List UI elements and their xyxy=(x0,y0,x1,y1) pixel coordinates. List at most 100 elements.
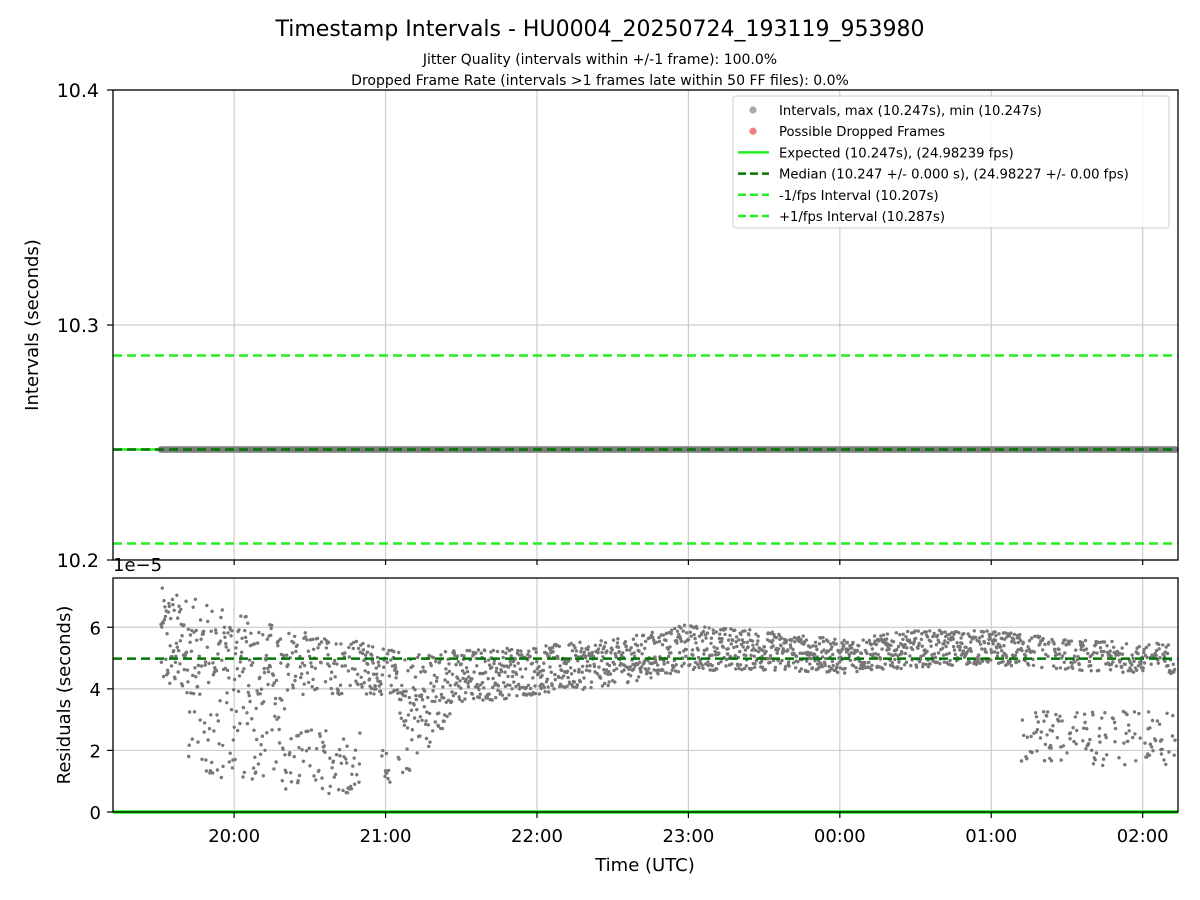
residual-point xyxy=(475,664,479,668)
residual-point xyxy=(277,715,281,720)
residual-point xyxy=(1098,646,1103,650)
residual-point xyxy=(187,710,192,714)
residual-point xyxy=(899,666,903,671)
legend-item: Expected (10.247s), (24.98239 fps) xyxy=(738,146,1014,161)
residual-point xyxy=(290,651,295,655)
residual-point xyxy=(487,692,491,696)
residual-point xyxy=(809,657,813,661)
residual-point xyxy=(1150,718,1155,723)
residual-point xyxy=(180,684,185,688)
residual-point xyxy=(1171,713,1175,718)
residual-point xyxy=(464,691,468,695)
residual-point xyxy=(1124,731,1128,736)
residual-point xyxy=(470,692,475,696)
residual-point xyxy=(374,666,378,670)
residual-point xyxy=(381,647,385,651)
residual-point xyxy=(1072,654,1077,658)
residual-point xyxy=(716,661,721,666)
residual-point xyxy=(651,635,655,640)
residual-point xyxy=(334,753,339,757)
residual-point xyxy=(184,599,188,603)
residual-point xyxy=(445,714,449,719)
residual-point xyxy=(381,748,385,753)
residual-point xyxy=(1147,643,1151,647)
residual-point xyxy=(475,682,479,687)
residual-point xyxy=(1036,720,1041,724)
residual-point xyxy=(738,663,743,667)
residual-point xyxy=(315,747,319,751)
residual-point xyxy=(744,653,748,658)
residual-point xyxy=(729,642,733,646)
residual-point xyxy=(1122,741,1126,745)
residual-point xyxy=(1093,758,1097,762)
residual-point xyxy=(711,631,716,635)
residual-point xyxy=(440,726,445,731)
residual-point xyxy=(797,635,801,640)
residual-point xyxy=(1045,710,1050,714)
residual-point xyxy=(168,681,172,685)
residual-point xyxy=(229,634,233,638)
residual-point xyxy=(782,649,786,654)
residual-point xyxy=(380,673,385,677)
residual-point xyxy=(1086,651,1090,656)
residual-point xyxy=(162,599,166,603)
residual-point xyxy=(431,729,435,733)
residual-point xyxy=(749,653,753,657)
residual-point xyxy=(178,639,183,643)
residual-point xyxy=(1095,651,1099,655)
residual-point xyxy=(508,683,512,687)
residual-point xyxy=(1125,712,1129,717)
residual-point xyxy=(652,668,656,672)
residual-point xyxy=(487,658,491,662)
legend-label: Expected (10.247s), (24.98239 fps) xyxy=(779,146,1014,161)
x-tick-label: 21:00 xyxy=(360,826,412,847)
residual-point xyxy=(231,738,235,742)
residual-point xyxy=(165,668,170,672)
residual-point xyxy=(673,626,677,631)
residual-point xyxy=(919,637,924,642)
residual-point xyxy=(534,647,538,651)
residual-point xyxy=(297,773,302,778)
residual-point xyxy=(793,640,797,644)
residual-point xyxy=(754,632,758,636)
residual-point xyxy=(642,659,647,663)
residual-point xyxy=(534,650,538,654)
residual-point xyxy=(574,649,579,653)
residual-point xyxy=(762,645,767,649)
residual-point xyxy=(1033,634,1037,638)
residual-point xyxy=(986,641,991,646)
residual-point xyxy=(411,664,415,668)
residual-point xyxy=(1061,641,1065,645)
residual-point xyxy=(577,667,581,672)
residual-point xyxy=(439,653,443,657)
residual-point xyxy=(674,663,678,667)
residual-point xyxy=(450,690,454,694)
residual-point xyxy=(262,700,266,704)
residual-point xyxy=(719,660,723,664)
residual-point xyxy=(1141,668,1145,673)
residual-point xyxy=(496,684,501,688)
residual-point xyxy=(1055,652,1059,657)
residual-point xyxy=(402,723,407,727)
residual-point xyxy=(235,640,239,644)
residual-point xyxy=(209,713,213,717)
residual-point xyxy=(511,670,515,674)
residual-point xyxy=(245,722,250,726)
residual-point xyxy=(280,779,284,783)
residual-point xyxy=(756,634,760,638)
residual-point xyxy=(185,668,190,672)
residual-point xyxy=(780,658,784,663)
residual-point xyxy=(1133,732,1137,736)
residual-point xyxy=(370,653,374,657)
residual-point xyxy=(1050,729,1055,733)
residual-point xyxy=(1069,639,1074,643)
residual-point xyxy=(303,635,308,639)
residual-point xyxy=(390,664,395,668)
residual-point xyxy=(734,635,739,639)
residual-point xyxy=(951,637,955,641)
residual-point xyxy=(820,665,824,669)
residual-point xyxy=(479,651,483,655)
residual-point xyxy=(835,662,839,667)
intervals-y-tick-label: 10.4 xyxy=(57,80,99,102)
